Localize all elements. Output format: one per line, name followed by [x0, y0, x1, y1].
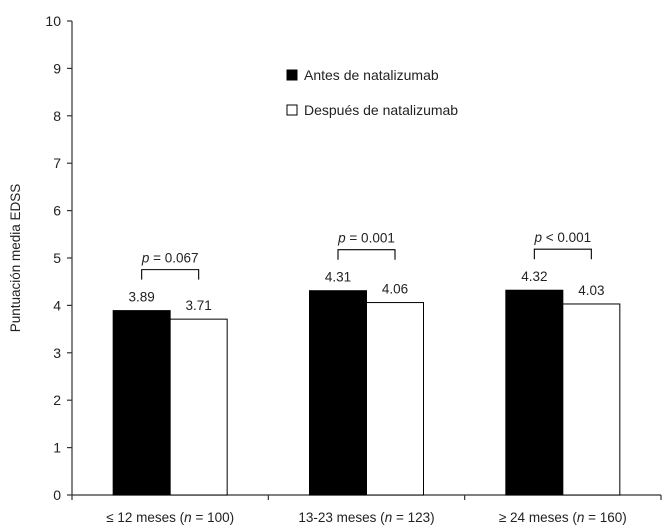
legend-label: Antes de natalizumab [304, 67, 439, 83]
bar-despues [169, 318, 228, 496]
y-tick-label: 7 [53, 155, 61, 171]
p-value-text: = 0.067 [149, 251, 198, 266]
significance-bracket [337, 249, 396, 260]
y-tick-label: 5 [53, 250, 61, 266]
category-label-n: n [577, 510, 585, 525]
legend-swatch-antes [286, 69, 298, 81]
y-axis-title: Puntuación media EDSS [8, 184, 23, 333]
y-tick-label: 10 [45, 13, 61, 29]
category-label-n: n [385, 510, 393, 525]
p-symbol: p [533, 230, 542, 245]
p-symbol: p [141, 251, 150, 266]
y-tick-label: 8 [53, 108, 61, 124]
p-value-text: = 0.001 [346, 231, 395, 246]
legend: Antes de natalizumab Después de natalizum… [286, 67, 458, 118]
bar-value-label: 4.31 [325, 270, 351, 285]
category-label-prefix: ≤ 12 meses ( [106, 510, 184, 525]
bar-antes [112, 310, 171, 496]
y-tick-label: 6 [53, 203, 61, 219]
x-category-label: ≤ 12 meses (n = 100) [106, 510, 234, 525]
significance-bracket [533, 248, 592, 260]
category-label-prefix: ≥ 24 meses ( [499, 510, 577, 525]
p-value-label: p = 0.001 [337, 231, 395, 246]
category-label-suffix: = 123) [392, 510, 434, 525]
bar-value-label: 3.89 [129, 290, 155, 305]
y-tick-label: 4 [53, 297, 61, 313]
category-labels-group: ≤ 12 meses (n = 100) 13-23 meses (n = 123… [106, 510, 627, 525]
p-symbol: p [337, 231, 346, 246]
bar-despues [562, 303, 621, 496]
p-value-label: p = 0.067 [141, 251, 199, 266]
legend-swatch-despues [286, 104, 298, 116]
significance-bracket [141, 269, 200, 280]
bars-group [112, 289, 621, 496]
category-label-suffix: = 100) [192, 510, 234, 525]
bar-value-label: 3.71 [186, 298, 212, 313]
bar-value-label: 4.06 [382, 282, 408, 297]
x-category-label: ≥ 24 meses (n = 160) [499, 510, 627, 525]
y-tick-label: 9 [53, 60, 61, 76]
bar-antes [309, 290, 367, 496]
value-labels-group: 3.89 3.71 4.31 4.06 4.32 4.03 [129, 269, 605, 313]
x-category-label: 13-23 meses (n = 123) [298, 510, 434, 525]
y-tick-label: 2 [53, 392, 61, 408]
y-tick-label: 3 [53, 345, 61, 361]
category-label-suffix: = 160) [584, 510, 626, 525]
bar-despues [366, 302, 424, 496]
y-tick-label: 0 [53, 487, 61, 503]
x-axis-ticks [71, 495, 662, 500]
category-label-n: n [184, 510, 192, 525]
y-tick-label: 1 [53, 440, 61, 456]
p-value-text: < 0.001 [542, 230, 591, 245]
p-value-label: p < 0.001 [533, 230, 591, 245]
legend-label: Después de natalizumab [304, 102, 458, 118]
bar-value-label: 4.32 [521, 269, 547, 284]
bar-antes [505, 289, 564, 496]
bar-value-label: 4.03 [578, 283, 604, 298]
y-axis-ticks: 0 1 2 3 4 5 6 7 8 9 10 [45, 13, 72, 503]
category-label-prefix: 13-23 meses ( [298, 510, 385, 525]
